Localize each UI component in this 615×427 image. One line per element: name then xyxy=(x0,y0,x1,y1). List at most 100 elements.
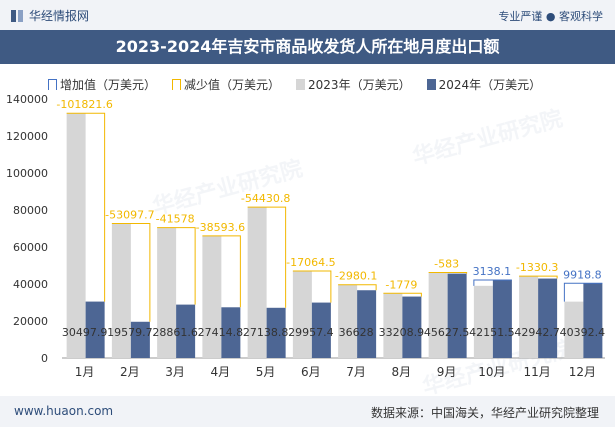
x-tick-label: 7月 xyxy=(346,365,366,379)
x-tick-label: 9月 xyxy=(437,365,457,379)
value-label-2024: 42151.5 xyxy=(469,326,515,339)
value-label-2024: 27414.8 xyxy=(198,326,244,339)
bar-2024 xyxy=(357,290,377,358)
y-tick-label: 120000 xyxy=(6,130,48,143)
footer-source: 数据来源：中国海关，华经产业研究院整理 xyxy=(370,406,599,420)
x-tick-label: 6月 xyxy=(301,365,321,379)
series-2023-swatch-icon xyxy=(296,79,306,90)
bar-2024 xyxy=(311,302,331,358)
footer-bar: www.huaon.com 数据来源：中国海关，华经产业研究院整理 xyxy=(0,396,615,427)
legend-item-2024: 2024年（万美元） xyxy=(426,76,541,93)
value-label-2024: 40392.4 xyxy=(560,326,606,339)
title-bar: 2023-2024年吉安市商品收发货人所在地月度出口额 xyxy=(0,30,615,64)
difference-label: 3138.1 xyxy=(473,265,512,278)
legend-item-2023: 2023年（万美元） xyxy=(296,76,411,93)
decrease-bracket xyxy=(519,275,558,279)
difference-label: -17064.5 xyxy=(286,256,335,269)
difference-label: -41578 xyxy=(156,213,195,226)
value-label-2024: 33208.9 xyxy=(379,326,425,339)
bar-2023 xyxy=(66,113,86,358)
bar-2024 xyxy=(538,278,558,358)
y-tick-label: 80000 xyxy=(13,204,48,217)
legend-item-increase: 增加值（万美元） xyxy=(48,76,156,93)
difference-label: -2980.1 xyxy=(335,270,377,283)
y-tick-label: 20000 xyxy=(13,315,48,328)
difference-label: -583 xyxy=(434,258,459,271)
bar-2024 xyxy=(130,321,150,358)
bar-2023 xyxy=(338,284,358,358)
value-label-2024: 29957.4 xyxy=(288,326,334,339)
y-tick-label: 60000 xyxy=(13,241,48,254)
difference-label: 9918.8 xyxy=(563,268,602,281)
bar-2024 xyxy=(583,283,603,358)
chart-legend: 增加值（万美元） 减少值（万美元） 2023年（万美元） 2024年（万美元） xyxy=(48,76,541,93)
y-tick-label: 40000 xyxy=(13,278,48,291)
value-label-2024: 36628 xyxy=(339,326,374,339)
chart-plot: 020000400006000080000100000120000140000-… xyxy=(6,95,606,379)
bar-2024 xyxy=(176,304,196,358)
bar-2023 xyxy=(428,272,448,358)
bar-2024 xyxy=(266,307,286,358)
x-tick-label: 3月 xyxy=(165,365,185,379)
decrease-bracket xyxy=(111,223,151,322)
increase-bracket xyxy=(473,279,512,286)
bar-2023 xyxy=(157,227,177,358)
decrease-bracket xyxy=(247,206,287,308)
decrease-bracket xyxy=(202,235,241,308)
increase-swatch-icon xyxy=(48,79,57,90)
footer-site: www.huaon.com xyxy=(14,404,114,418)
x-tick-label: 11月 xyxy=(523,365,550,379)
value-label-2024: 19579.7 xyxy=(107,326,153,339)
decrease-bracket xyxy=(428,272,468,274)
x-tick-label: 4月 xyxy=(211,365,231,379)
bar-2023 xyxy=(519,276,539,358)
decrease-swatch-icon xyxy=(172,79,182,90)
bar-2024 xyxy=(85,301,105,358)
increase-bracket xyxy=(563,282,603,302)
x-tick-label: 12月 xyxy=(569,365,596,379)
difference-label: -1330.3 xyxy=(516,261,558,274)
bar-2023 xyxy=(383,293,403,358)
y-tick-label: 100000 xyxy=(6,167,48,180)
decrease-bracket xyxy=(66,112,106,302)
bar-2024 xyxy=(492,280,512,358)
difference-label: -54430.8 xyxy=(241,192,290,205)
difference-label: -1779 xyxy=(385,278,417,291)
bar-2023 xyxy=(247,207,267,358)
brand-name: 华经情报网 xyxy=(29,9,90,23)
bar-2023 xyxy=(473,285,493,358)
x-tick-label: 2月 xyxy=(120,365,140,379)
bar-2024 xyxy=(221,307,241,358)
bar-2023 xyxy=(111,223,131,358)
difference-label: -101821.6 xyxy=(56,98,112,111)
legend-item-decrease: 减少值（万美元） xyxy=(172,76,280,93)
top-bar: 华经情报网 专业严谨 ● 客观科学 xyxy=(0,0,615,30)
value-label-2024: 27138.8 xyxy=(243,326,289,339)
bar-2023 xyxy=(202,235,222,358)
bar-2023 xyxy=(292,271,312,358)
decrease-bracket xyxy=(292,270,332,303)
decrease-bracket xyxy=(338,284,377,291)
value-label-2024: 28861.6 xyxy=(152,326,198,339)
y-tick-label: 140000 xyxy=(6,95,48,106)
y-tick-label: 0 xyxy=(41,352,48,365)
legend-label-2023: 2023年（万美元） xyxy=(308,78,411,92)
value-label-2024: 45627.5 xyxy=(424,326,470,339)
x-tick-label: 10月 xyxy=(478,365,505,379)
bar-2023 xyxy=(564,301,584,358)
chart-title: 2023-2024年吉安市商品收发货人所在地月度出口额 xyxy=(115,37,500,56)
x-tick-label: 8月 xyxy=(392,365,412,379)
value-label-2024: 30497.9 xyxy=(62,326,108,339)
decrease-bracket xyxy=(157,227,196,305)
slogan: 专业严谨 ● 客观科学 xyxy=(498,10,603,23)
value-label-2024: 42942.7 xyxy=(514,326,560,339)
difference-label: -38593.6 xyxy=(196,221,245,234)
x-tick-label: 1月 xyxy=(75,365,95,379)
brand: 华经情报网 xyxy=(10,7,89,24)
huajing-logo-icon xyxy=(11,9,23,22)
difference-label: -53097.7 xyxy=(105,209,154,222)
bar-2024 xyxy=(447,273,467,358)
legend-label-decrease: 减少值（万美元） xyxy=(184,78,281,92)
decrease-bracket xyxy=(383,292,422,297)
legend-label-increase: 增加值（万美元） xyxy=(60,78,157,92)
